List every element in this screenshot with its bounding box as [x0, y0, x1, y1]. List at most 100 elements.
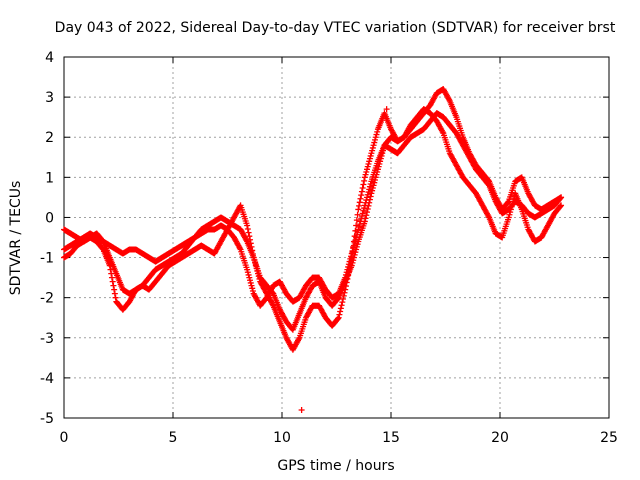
data-point [336, 311, 343, 318]
data-point [108, 270, 115, 277]
data-point [361, 177, 368, 184]
data-point [354, 241, 361, 248]
y-tick-label: -4 [40, 371, 54, 387]
x-tick-label: 10 [273, 430, 291, 446]
data-point [368, 150, 375, 157]
data-point [365, 160, 372, 167]
data-point [340, 292, 347, 299]
data-point [109, 278, 116, 285]
data-point [254, 267, 261, 274]
data-point [111, 286, 118, 293]
data-point [337, 305, 344, 312]
data-point [340, 296, 347, 303]
data-point [250, 254, 257, 261]
data-point [248, 282, 255, 289]
x-tick-label: 20 [491, 430, 509, 446]
data-point [249, 287, 256, 294]
data-markers [61, 86, 565, 413]
data-point [337, 308, 344, 315]
data-point [352, 237, 359, 244]
data-point [356, 199, 363, 206]
data-point [110, 282, 117, 289]
data-point [374, 128, 381, 135]
data-point [364, 163, 371, 170]
y-tick-label: -1 [40, 251, 54, 267]
y-tick-label: 1 [45, 170, 54, 186]
data-point [251, 257, 258, 264]
data-point [557, 195, 564, 202]
data-point [343, 269, 350, 276]
data-point [361, 205, 368, 212]
data-point [366, 155, 373, 162]
data-point [356, 202, 363, 209]
data-point [372, 177, 379, 184]
data-point [342, 271, 349, 278]
data-point [245, 271, 252, 278]
data-point [106, 262, 113, 269]
x-tick-label: 15 [382, 430, 400, 446]
data-point [362, 171, 369, 178]
data-point [353, 231, 360, 238]
data-point [244, 266, 251, 273]
data-point [369, 144, 376, 151]
data-point [369, 147, 376, 154]
data-point [108, 274, 115, 281]
data-point [366, 183, 373, 190]
data-point [506, 211, 513, 218]
data-point [245, 229, 252, 236]
data-point [355, 206, 362, 213]
y-tick-label: 2 [45, 130, 54, 146]
data-point [359, 210, 366, 217]
data-point [361, 174, 368, 181]
data-point [371, 179, 378, 186]
data-point [253, 265, 260, 272]
data-point [366, 158, 373, 165]
data-point [249, 285, 256, 292]
data-point [338, 302, 345, 309]
data-point [246, 233, 253, 240]
data-point [558, 194, 565, 201]
data-point [244, 222, 251, 229]
data-point [342, 286, 349, 293]
data-point [244, 226, 251, 233]
data-point [348, 253, 355, 260]
data-point [351, 239, 358, 246]
data-point [236, 245, 243, 252]
data-point [112, 294, 119, 301]
data-point [346, 258, 353, 265]
data-point [364, 191, 371, 198]
data-point [359, 185, 366, 192]
data-point [363, 168, 370, 175]
data-point [366, 186, 373, 193]
data-point [255, 273, 262, 280]
data-point [244, 269, 251, 276]
data-point [247, 277, 254, 284]
data-point [247, 279, 254, 286]
y-tick-label: -2 [40, 291, 54, 307]
data-point [344, 266, 351, 273]
plot-frame [63, 56, 610, 419]
data-point [356, 223, 363, 230]
x-tick-label: 0 [60, 430, 69, 446]
data-point [363, 197, 370, 204]
data-point [369, 185, 376, 192]
data-point [558, 202, 565, 209]
data-point [358, 192, 365, 199]
data-point [353, 217, 360, 224]
y-tick-label: 0 [45, 210, 54, 226]
data-point [345, 263, 352, 270]
data-point [247, 236, 254, 243]
y-axis-label: SDTVAR / TECUs [8, 181, 24, 296]
data-point [364, 209, 371, 216]
data-point [353, 246, 360, 253]
data-point [341, 289, 348, 296]
data-point [356, 221, 363, 228]
data-point [368, 190, 375, 197]
x-axis-label: GPS time / hours [277, 458, 394, 474]
data-point [370, 182, 377, 189]
data-point [353, 222, 360, 229]
data-point [557, 203, 564, 210]
data-point [345, 261, 352, 268]
x-tick-label: 5 [169, 430, 178, 446]
data-point [367, 181, 374, 188]
